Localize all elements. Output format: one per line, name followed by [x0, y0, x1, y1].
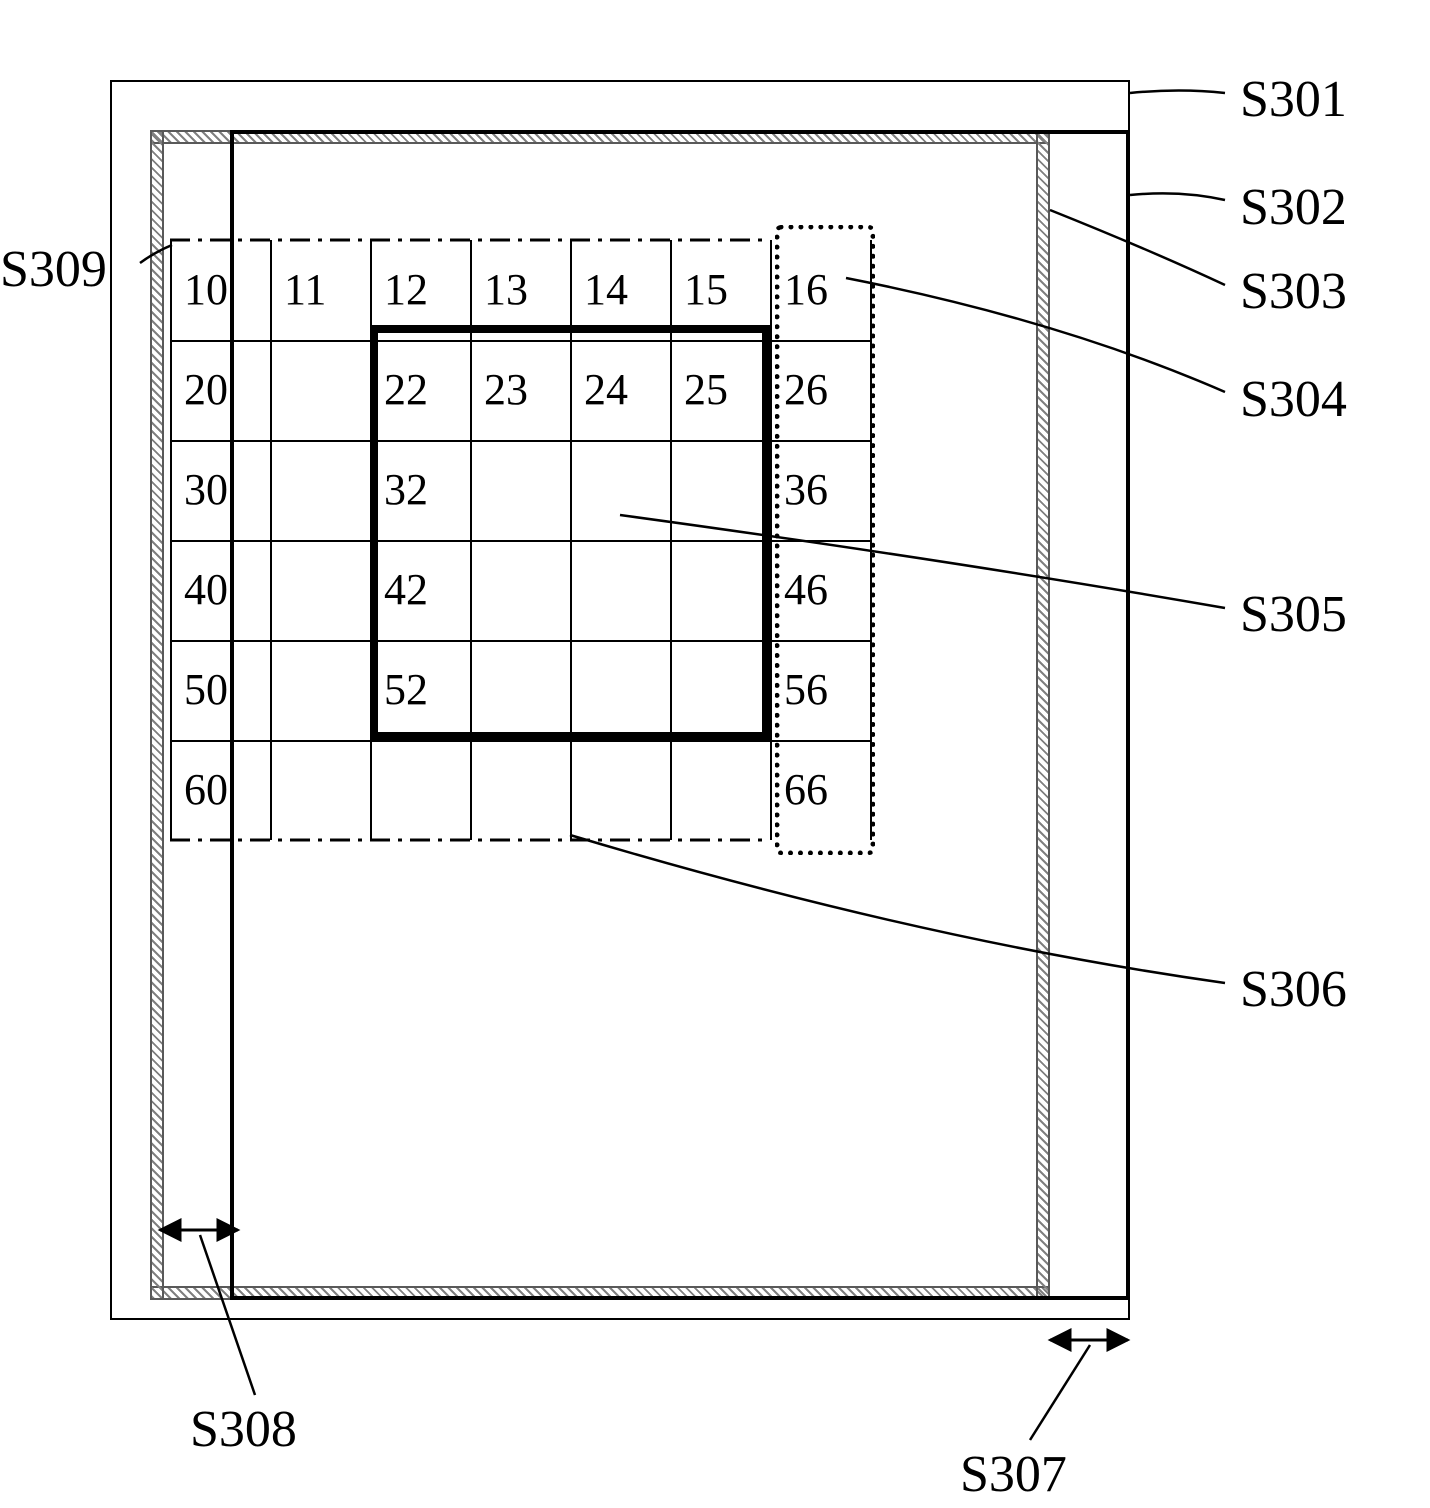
cell-40: 40 [184, 564, 228, 615]
cell-66: 66 [784, 764, 828, 815]
label-s308: S308 [190, 1400, 297, 1459]
label-s302: S302 [1240, 178, 1347, 237]
label-s304: S304 [1240, 370, 1347, 429]
cell-23: 23 [484, 364, 528, 415]
label-s309: S309 [0, 240, 107, 299]
cell-60: 60 [184, 764, 228, 815]
cell-52: 52 [384, 664, 428, 715]
cell-24: 24 [584, 364, 628, 415]
cell-36: 36 [784, 464, 828, 515]
cell-14: 14 [584, 264, 628, 315]
cell-10: 10 [184, 264, 228, 315]
cell-20: 20 [184, 364, 228, 415]
cell-50: 50 [184, 664, 228, 715]
cell-11: 11 [284, 264, 326, 315]
label-s305: S305 [1240, 585, 1347, 644]
hatched-left [150, 130, 164, 1300]
label-s306: S306 [1240, 960, 1347, 1019]
cell-15: 15 [684, 264, 728, 315]
cell-56: 56 [784, 664, 828, 715]
cell-26: 26 [784, 364, 828, 415]
label-s301: S301 [1240, 70, 1347, 129]
cell-25: 25 [684, 364, 728, 415]
cell-42: 42 [384, 564, 428, 615]
cell-12: 12 [384, 264, 428, 315]
cell-32: 32 [384, 464, 428, 515]
diagram-canvas: 10 11 12 13 14 15 16 20 22 23 24 25 26 30 32 36 40 42 46 50… [0, 0, 1430, 1508]
label-s303: S303 [1240, 262, 1347, 321]
cell-46: 46 [784, 564, 828, 615]
cell-16: 16 [784, 264, 828, 315]
cell-30: 30 [184, 464, 228, 515]
cell-22: 22 [384, 364, 428, 415]
frame-s304 [775, 225, 875, 855]
label-s307: S307 [960, 1445, 1067, 1504]
cell-13: 13 [484, 264, 528, 315]
